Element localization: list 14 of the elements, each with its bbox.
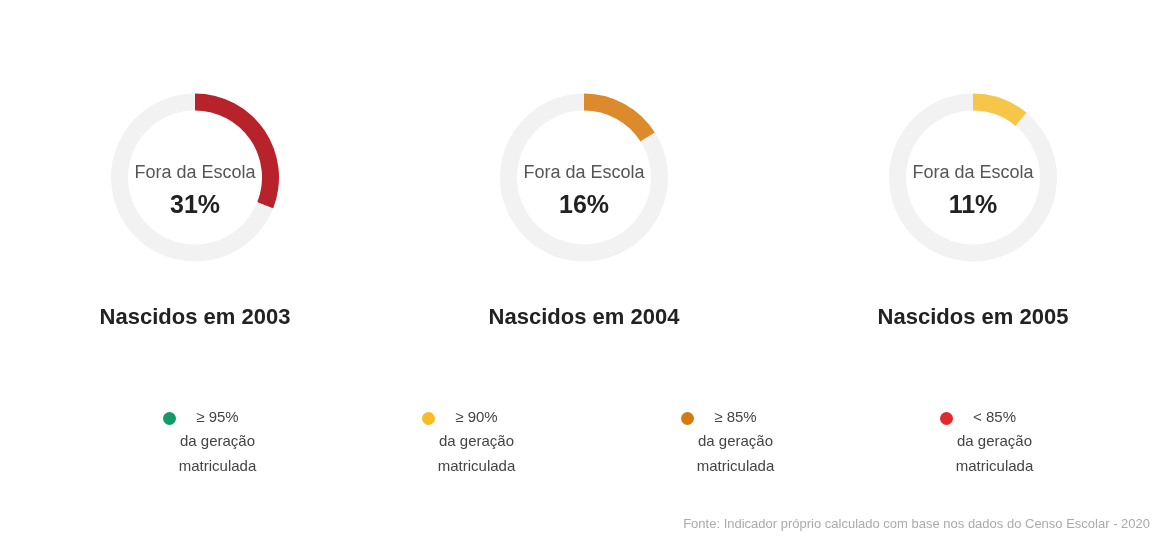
text: Nascidos em 2005 [877,304,1069,329]
text: 11% [948,189,998,218]
category-label: ≥ 85% da geração matriculada [696,407,775,474]
text: Fora da Escola [523,161,646,182]
source-note: Fonte: Indicador próprio calculado com base nos dados do Censo Escolar - 2020 [683,516,1151,531]
text: 16% [558,189,610,218]
text: Fora da Escola [912,161,1035,182]
category-label: < 85% da geração matriculada [955,407,1034,474]
text: Nascidos em 2003 [99,304,291,329]
text: Nascidos em 2004 [488,304,681,329]
category-label: ≥ 95% da geração matriculada [178,407,257,474]
text: Fora da Escola [134,161,257,182]
text: 31% [169,189,221,218]
category-label: ≥ 90% da geração matriculada [437,407,516,474]
